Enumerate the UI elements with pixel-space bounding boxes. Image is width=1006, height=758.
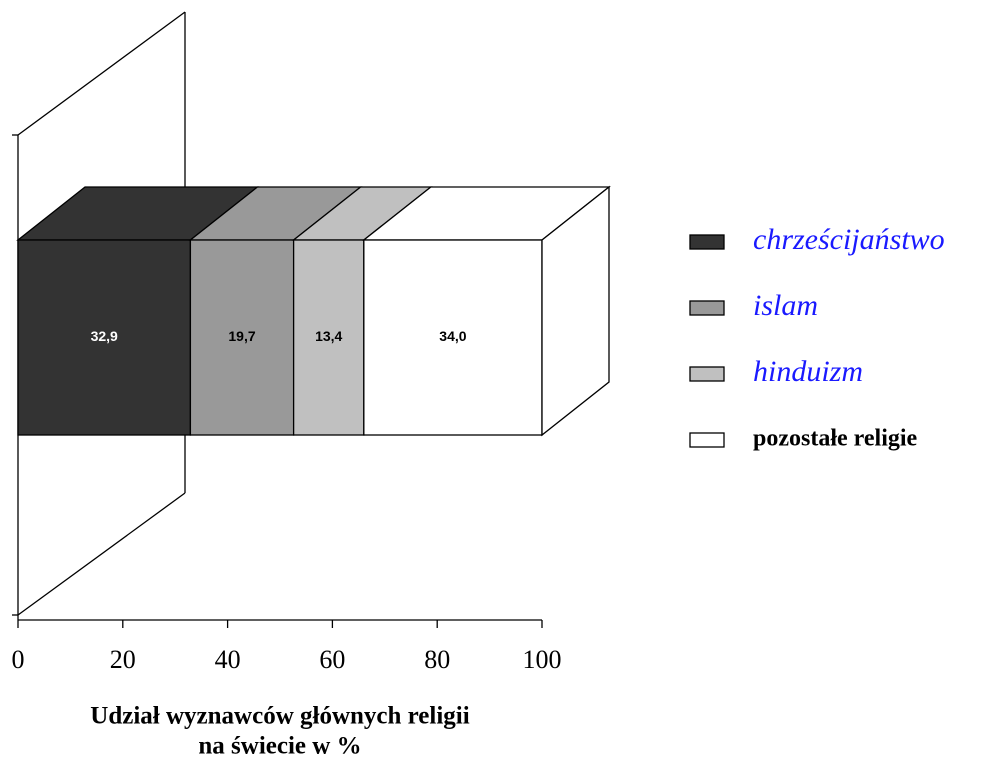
x-tick-label: 80 [424, 645, 450, 674]
bar [189, 239, 295, 436]
x-tick-label: 0 [12, 645, 25, 674]
bar [363, 239, 543, 436]
bar [17, 239, 192, 436]
x-tick-label: 20 [110, 645, 136, 674]
data-label: 19,7 [228, 328, 255, 344]
data-label: 13,4 [315, 328, 342, 344]
legend-label: hinduizm [753, 355, 863, 388]
x-tick-label: 40 [215, 645, 241, 674]
x-tick-label: 60 [319, 645, 345, 674]
legend-swatch [689, 234, 725, 250]
bar-side [541, 185, 610, 437]
legend-swatch [689, 300, 725, 316]
x-axis-title: Udział wyznawców głównych religii [90, 703, 469, 730]
legend-swatch [689, 432, 725, 448]
bar [292, 239, 365, 436]
legend-swatch [689, 366, 725, 382]
data-label: 32,9 [91, 328, 118, 344]
legend-label: islam [753, 289, 818, 322]
legend-label: pozostałe religie [753, 426, 918, 452]
x-tick-label: 100 [523, 645, 562, 674]
data-label: 34,0 [439, 328, 466, 344]
x-axis-title: na świecie w % [198, 733, 361, 758]
legend-label: chrześcijaństwo [753, 223, 945, 256]
